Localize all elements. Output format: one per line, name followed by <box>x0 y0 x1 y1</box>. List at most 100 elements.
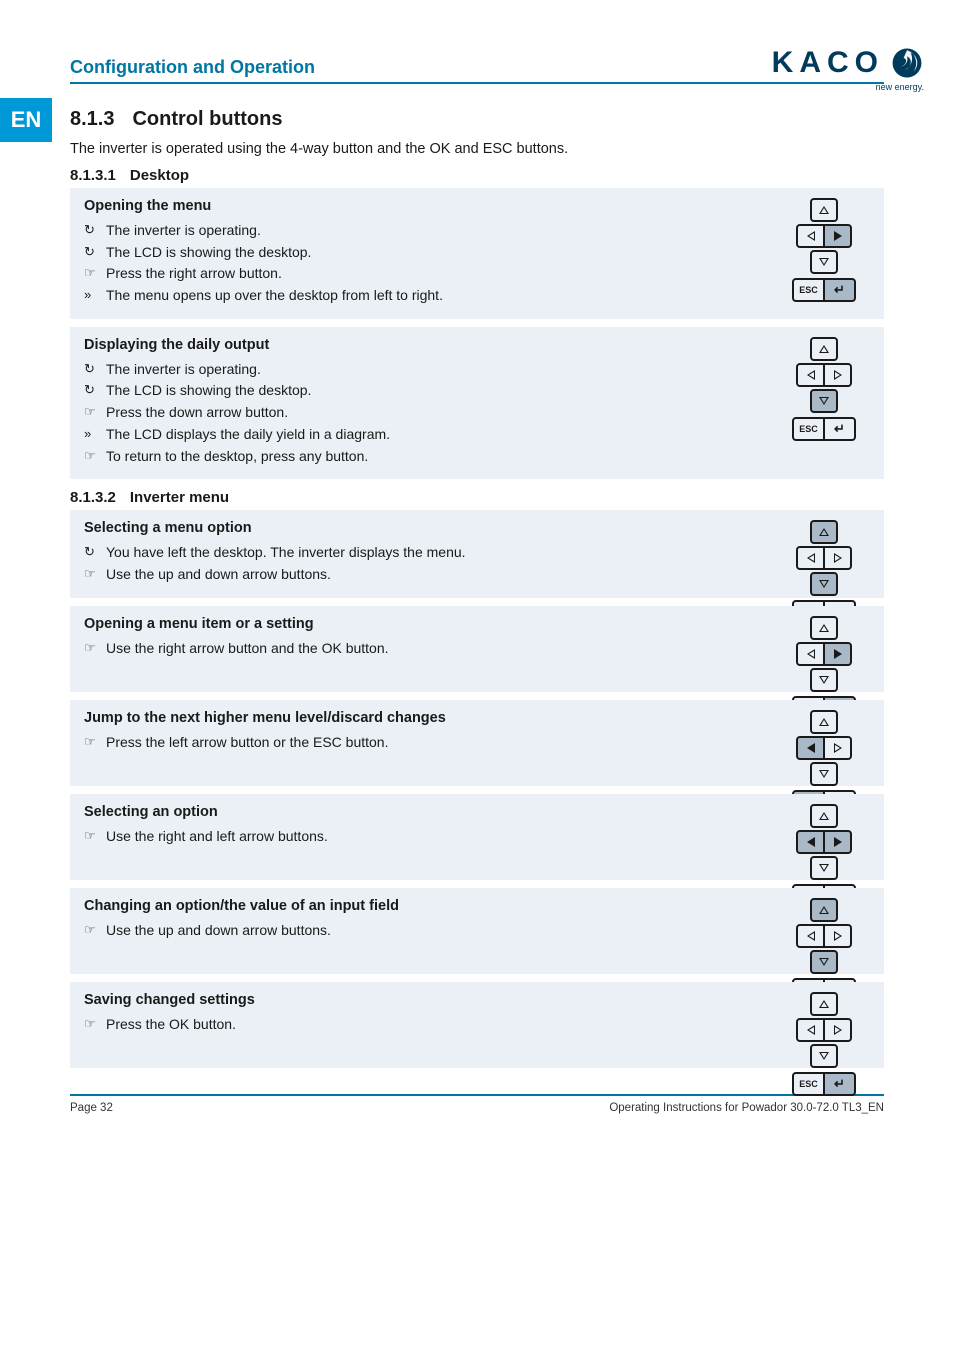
right-arrow-icon <box>834 649 842 659</box>
instruction-block: Displaying the daily output↻The inverter… <box>70 327 884 479</box>
section-intro: The inverter is operated using the 4-way… <box>70 141 884 157</box>
left-arrow-icon <box>807 1025 815 1035</box>
step-text: The LCD is showing the desktop. <box>106 244 311 260</box>
left-arrow-button <box>796 736 824 760</box>
left-arrow-icon <box>807 837 815 847</box>
step-list: ☞Use the right arrow button and the OK b… <box>84 638 870 660</box>
step-marker: ☞ <box>84 732 102 752</box>
step-marker: ↻ <box>84 359 102 379</box>
right-arrow-icon <box>834 1025 842 1035</box>
brand-tagline: new energy. <box>876 82 924 92</box>
down-arrow-icon <box>819 258 829 266</box>
instruction-block: Selecting an option☞Use the right and le… <box>70 794 884 880</box>
step-marker: ↻ <box>84 542 102 562</box>
step-marker: ↻ <box>84 242 102 262</box>
step-marker: ☞ <box>84 446 102 466</box>
left-arrow-button <box>796 1018 824 1042</box>
subsection-title-2: Inverter menu <box>130 489 229 506</box>
up-arrow-button <box>810 198 838 222</box>
right-arrow-icon <box>834 370 842 380</box>
up-arrow-button <box>810 804 838 828</box>
block-title: Opening a menu item or a setting <box>84 616 870 632</box>
down-arrow-icon <box>819 1052 829 1060</box>
right-arrow-button <box>824 363 852 387</box>
down-arrow-icon <box>819 676 829 684</box>
header-bar: Configuration and Operation KACO new ene… <box>70 48 884 84</box>
block-title: Changing an option/the value of an input… <box>84 898 870 914</box>
language-code: EN <box>11 107 42 133</box>
ok-button: ↵ <box>824 278 856 302</box>
page-footer: Page 32 Operating Instructions for Powad… <box>70 1094 884 1114</box>
right-arrow-icon <box>834 553 842 563</box>
up-arrow-icon <box>819 1000 829 1008</box>
down-arrow-button <box>810 572 838 596</box>
step-marker: ↻ <box>84 380 102 400</box>
right-arrow-icon <box>834 231 842 241</box>
up-arrow-icon <box>819 345 829 353</box>
esc-button-label: ESC <box>799 424 818 434</box>
step-list: ☞Use the up and down arrow buttons. <box>84 920 870 942</box>
right-arrow-button <box>824 830 852 854</box>
step-marker: ↻ <box>84 220 102 240</box>
step-item: »The LCD displays the daily yield in a d… <box>84 424 870 446</box>
step-text: The inverter is operating. <box>106 361 261 377</box>
ok-button: ↵ <box>824 1072 856 1096</box>
esc-button-label: ESC <box>799 1079 818 1089</box>
footer-doc: Operating Instructions for Powador 30.0-… <box>609 1102 884 1114</box>
step-text: Press the OK button. <box>106 1016 236 1032</box>
subsection-heading-1: 8.1.3.1Desktop <box>70 167 884 184</box>
instruction-block: Opening a menu item or a setting ☞Use the… <box>70 606 884 692</box>
step-item: ↻The LCD is showing the desktop. <box>84 380 870 402</box>
left-arrow-icon <box>807 649 815 659</box>
right-arrow-button <box>824 224 852 248</box>
up-arrow-button <box>810 616 838 640</box>
subsection-title-1: Desktop <box>130 167 189 184</box>
down-arrow-icon <box>819 864 829 872</box>
step-item: ↻The inverter is operating. <box>84 359 870 381</box>
instruction-block: Opening the menu↻The inverter is operati… <box>70 188 884 319</box>
left-arrow-button <box>796 224 824 248</box>
step-item: ☞To return to the desktop, press any but… <box>84 446 870 468</box>
step-marker: ☞ <box>84 638 102 658</box>
subsection-number-2: 8.1.3.2 <box>70 489 116 506</box>
right-arrow-button <box>824 736 852 760</box>
left-arrow-icon <box>807 553 815 563</box>
down-arrow-button <box>810 950 838 974</box>
control-pad: ESC ↵ <box>778 198 870 302</box>
section-title: Control buttons <box>132 108 282 130</box>
left-arrow-icon <box>807 231 815 241</box>
step-text: The LCD is showing the desktop. <box>106 382 311 398</box>
esc-button: ESC <box>792 417 824 441</box>
section-number: 8.1.3 <box>70 108 114 130</box>
up-arrow-icon <box>819 528 829 536</box>
instruction-block: Saving changed settings☞Press the OK but… <box>70 982 884 1068</box>
step-item: ↻The inverter is operating. <box>84 220 870 242</box>
brand-swirl-icon <box>890 46 924 80</box>
left-arrow-icon <box>807 370 815 380</box>
left-arrow-icon <box>807 931 815 941</box>
step-text: Press the right arrow button. <box>106 265 282 281</box>
step-marker: ☞ <box>84 564 102 584</box>
left-arrow-button <box>796 924 824 948</box>
block-title: Selecting a menu option <box>84 520 870 536</box>
step-item: ☞Use the right arrow button and the OK b… <box>84 638 870 660</box>
left-arrow-button <box>796 546 824 570</box>
step-list: ↻You have left the desktop. The inverter… <box>84 542 870 585</box>
step-item: ☞Press the left arrow button or the ESC … <box>84 732 870 754</box>
instruction-blocks: Opening the menu↻The inverter is operati… <box>70 188 884 1068</box>
down-arrow-icon <box>819 770 829 778</box>
step-item: ☞Use the right and left arrow buttons. <box>84 826 870 848</box>
left-arrow-icon <box>807 743 815 753</box>
step-item: ☞Use the up and down arrow buttons. <box>84 920 870 942</box>
esc-button: ESC <box>792 278 824 302</box>
step-marker: » <box>84 424 102 444</box>
ok-button-label: ↵ <box>834 282 845 298</box>
step-text: Use the right and left arrow buttons. <box>106 828 328 844</box>
left-arrow-button <box>796 830 824 854</box>
step-text: The LCD displays the daily yield in a di… <box>106 426 390 442</box>
instruction-block: Changing an option/the value of an input… <box>70 888 884 974</box>
down-arrow-button <box>810 856 838 880</box>
right-arrow-button <box>824 924 852 948</box>
block-title: Jump to the next higher menu level/disca… <box>84 710 870 726</box>
step-text: Press the down arrow button. <box>106 404 288 420</box>
